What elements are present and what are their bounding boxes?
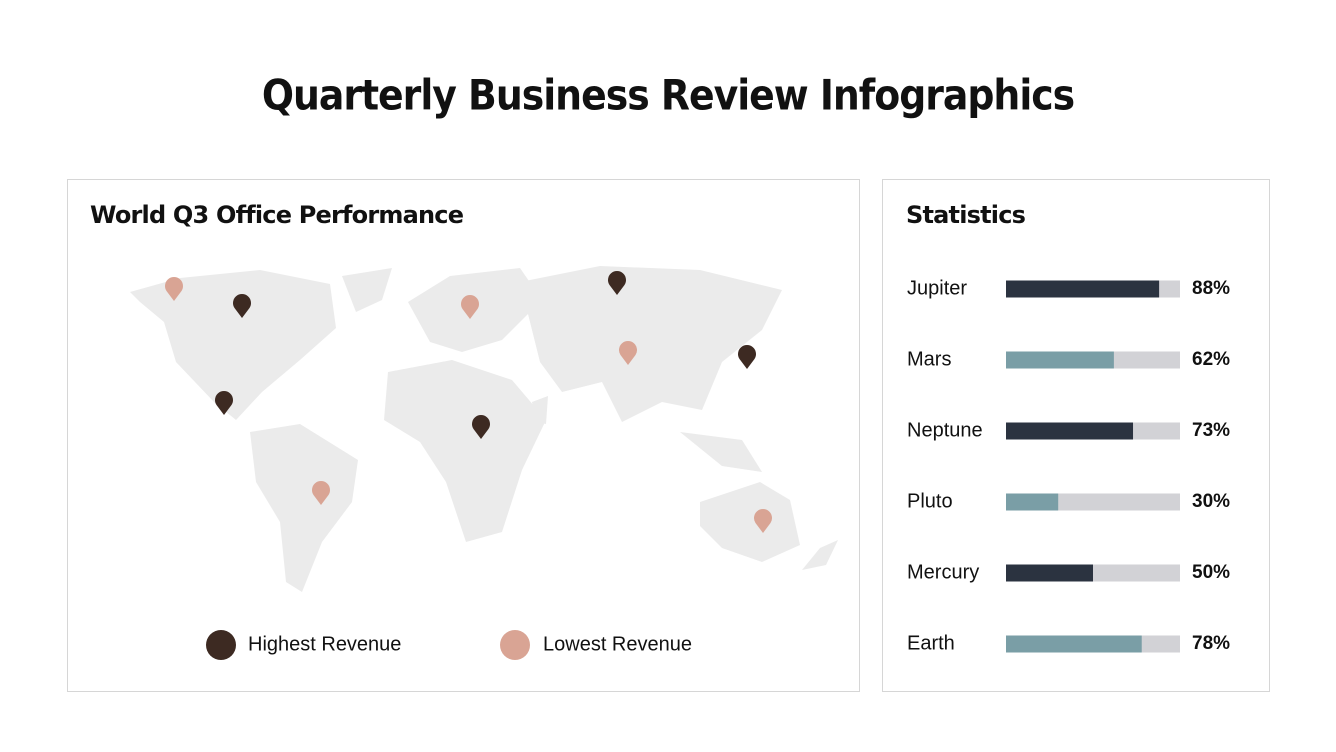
legend-label: Lowest Revenue: [543, 633, 692, 655]
bar: [1006, 422, 1134, 440]
map-pin: [214, 391, 233, 415]
map-pin: [472, 415, 490, 439]
map-pin: [233, 294, 251, 318]
map-pin: [608, 271, 626, 295]
legend-label: Highest Revenue: [248, 633, 401, 655]
map-title: World Q3 Office Performance: [90, 201, 464, 229]
map-pin: [738, 345, 757, 369]
legend-swatch: [500, 630, 530, 660]
value-label: 73%: [1192, 420, 1230, 441]
value-label: 88%: [1192, 278, 1230, 299]
value-label: 30%: [1192, 491, 1230, 512]
stat-label: Earth: [907, 632, 955, 654]
map-pins: [164, 271, 773, 533]
map-pin: [164, 277, 183, 301]
map-pin: [461, 295, 479, 319]
value-label: 62%: [1192, 349, 1230, 370]
bar: [1006, 351, 1114, 369]
bar: [1006, 564, 1093, 582]
bar: [1006, 280, 1160, 298]
stat-label: Pluto: [907, 490, 953, 512]
value-label: 78%: [1192, 633, 1230, 654]
stat-label: Mars: [907, 348, 951, 370]
stat-label: Jupiter: [907, 277, 967, 299]
slide-title: Quarterly Business Review Infographics: [262, 71, 1074, 120]
legend-swatch: [206, 630, 236, 660]
stat-label: Neptune: [907, 419, 983, 441]
stats-title: Statistics: [906, 201, 1026, 229]
map-pin: [311, 481, 330, 505]
bar: [1006, 635, 1142, 653]
map-pin: [619, 341, 637, 365]
bar: [1006, 493, 1059, 511]
map-pin: [754, 509, 773, 533]
value-label: 50%: [1192, 562, 1230, 583]
stat-label: Mercury: [907, 561, 979, 583]
